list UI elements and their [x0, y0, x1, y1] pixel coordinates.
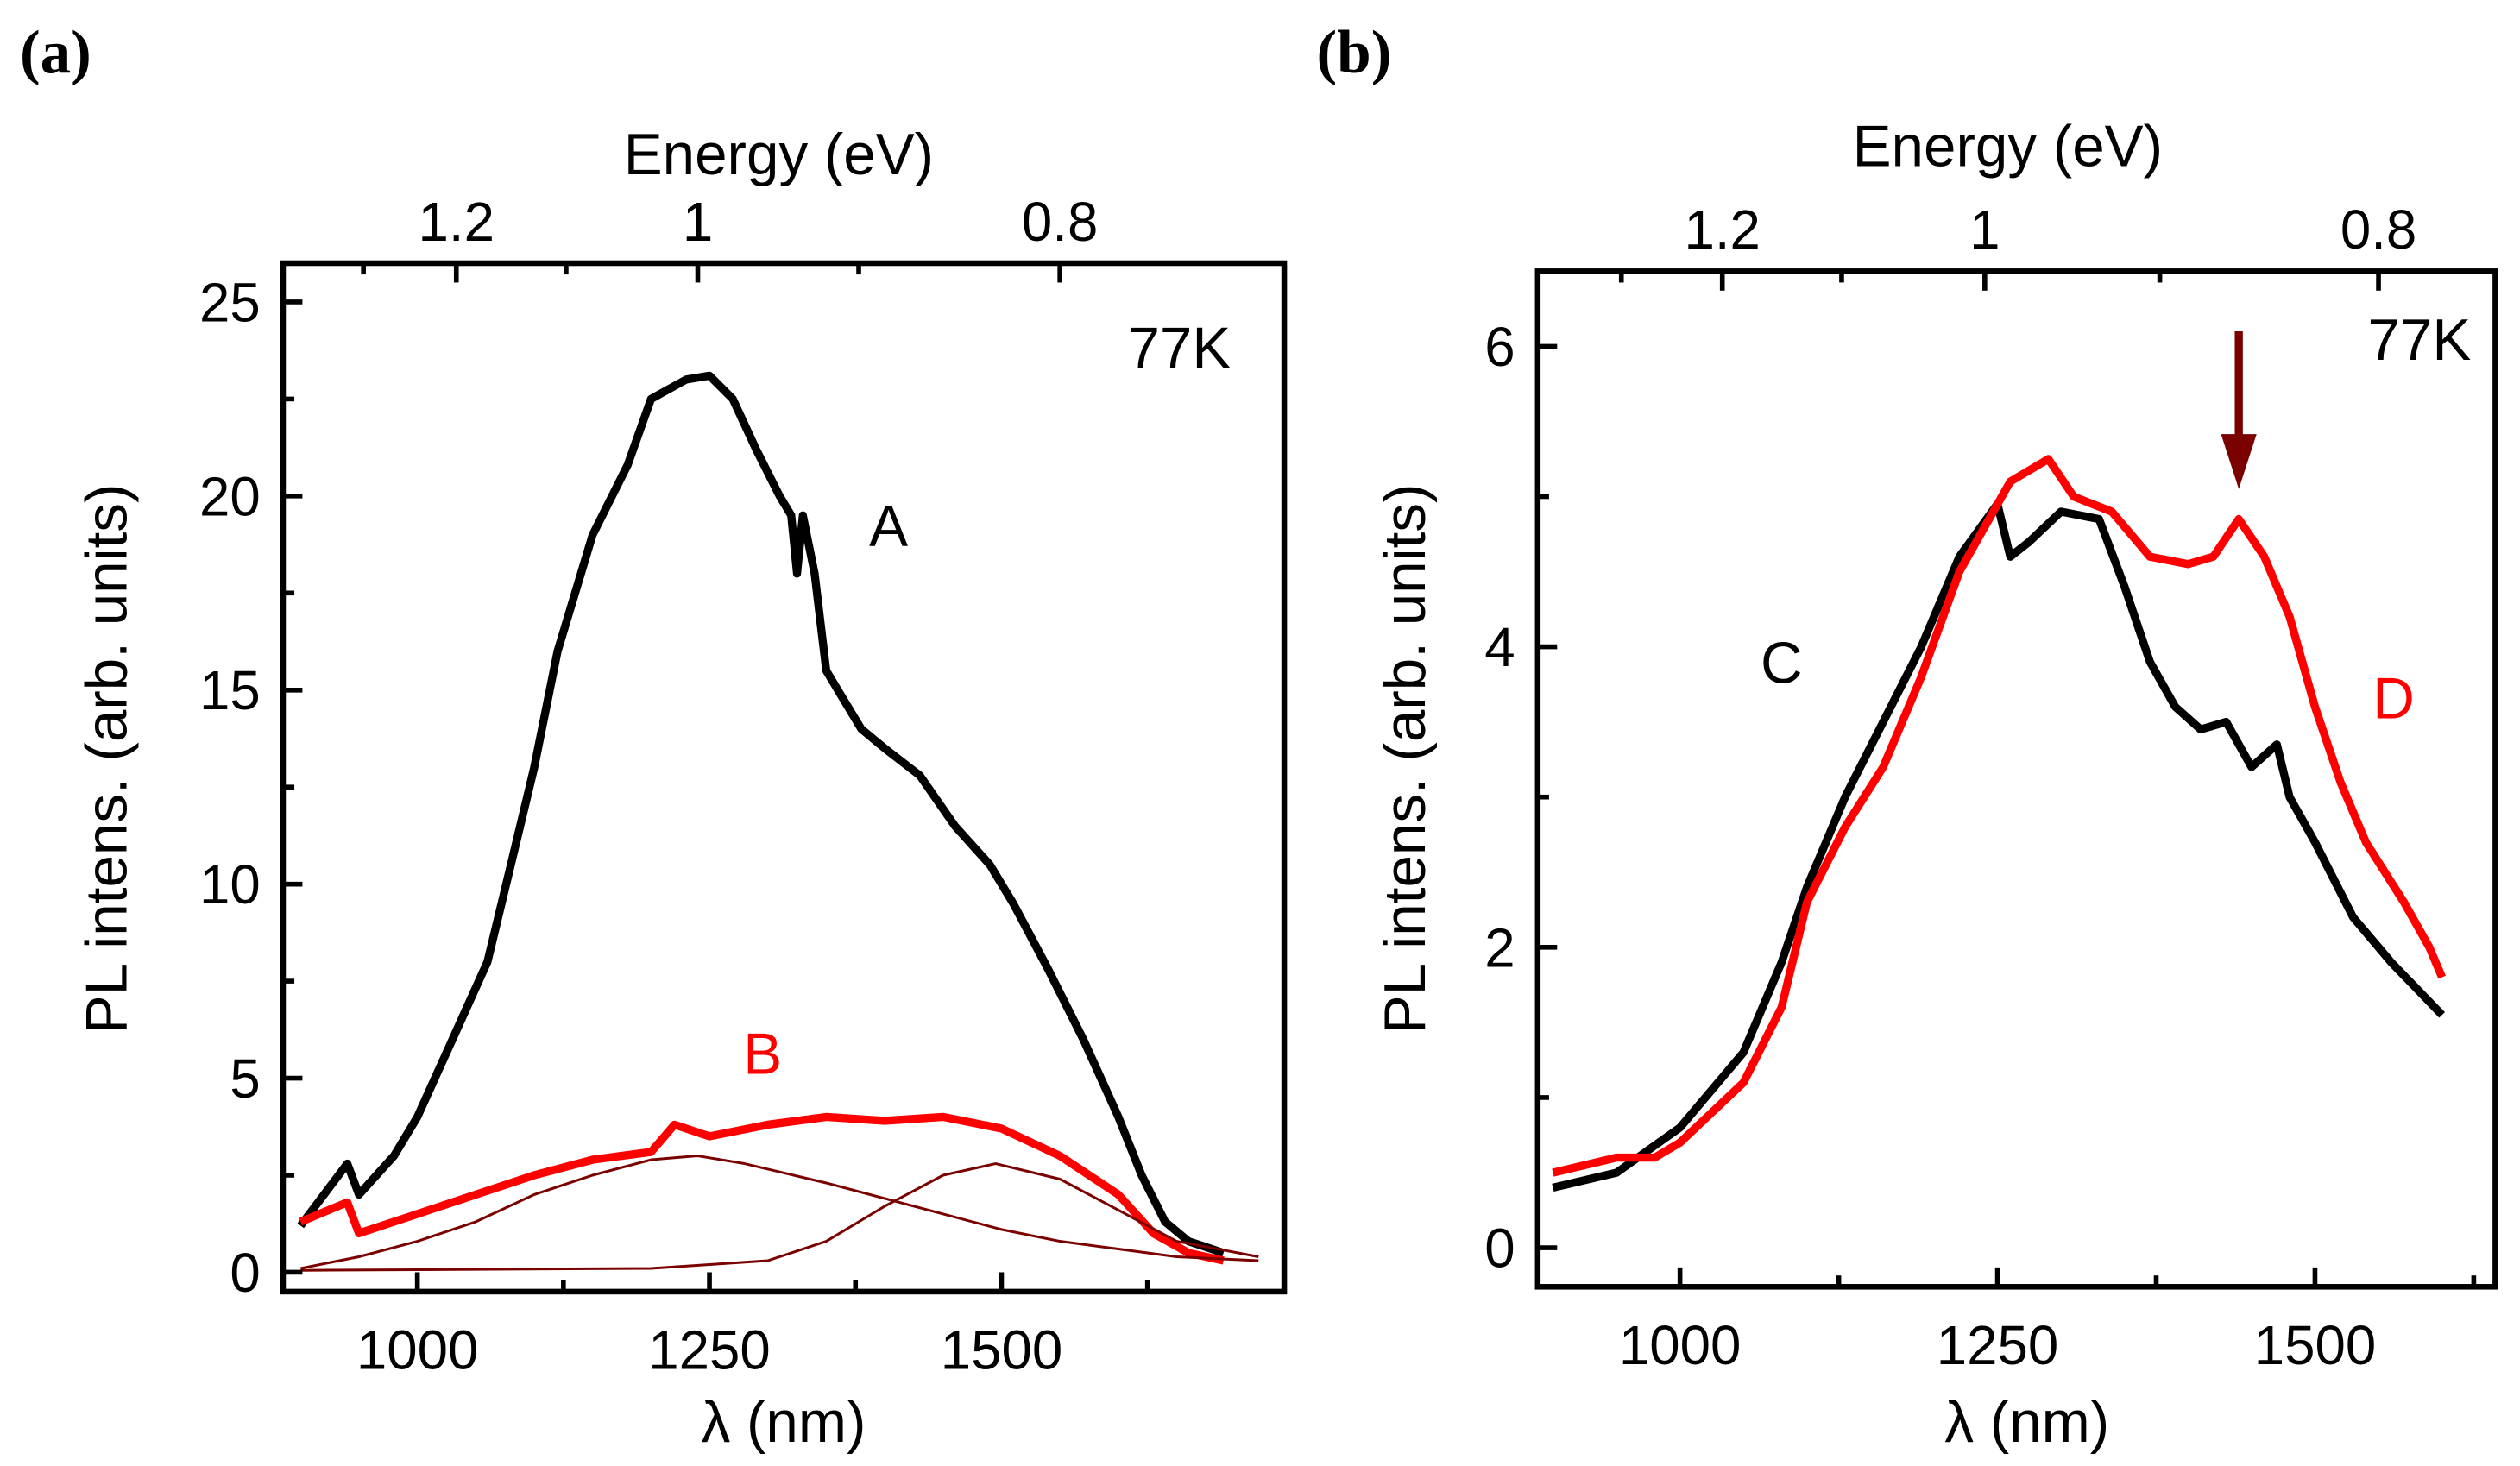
y-tick-label: 0	[1484, 1217, 1515, 1279]
top-tick-label: 0.8	[2340, 199, 2416, 261]
y-tick-label: 2	[1484, 917, 1515, 978]
panel-label-a: (a)	[20, 19, 91, 86]
x-tick-label: 1500	[941, 1320, 1063, 1381]
y-tick-label: 6	[1484, 317, 1515, 378]
temperature-annotation-b: 77K	[2367, 308, 2471, 373]
series-line-C	[1552, 500, 2446, 1192]
plot-frame	[1534, 268, 2498, 1290]
x-tick-label: 1250	[1937, 1315, 2059, 1376]
temperature-annotation-a: 77K	[1127, 317, 1231, 381]
top-tick-label: 0.8	[1022, 192, 1098, 253]
y-axis-title-b: PL intens. (arb. units)	[1373, 484, 1438, 1035]
fit-curve-2	[300, 1155, 1259, 1270]
y-axis-title-a: PL intens. (arb. units)	[74, 484, 139, 1035]
y-tick-label: 5	[230, 1048, 260, 1110]
x-axis-title-b: λ (nm)	[1944, 1390, 2109, 1455]
plot-area	[297, 371, 1259, 1272]
series-label-D: D	[2372, 667, 2415, 732]
top-tick-label: 1.2	[419, 192, 495, 253]
arrow-head	[2221, 434, 2257, 489]
y-tick-label: 15	[199, 660, 261, 721]
series-label-C: C	[1761, 631, 1803, 695]
panel-a: (a) Energy (eV) λ (nm) PL intens. (arb. …	[20, 19, 1288, 1455]
x-tick-label: 1000	[356, 1320, 479, 1381]
series-line-B	[299, 1112, 1225, 1265]
top-tick-label: 1.2	[1684, 199, 1760, 261]
series-line-D	[1552, 455, 2446, 1177]
panel-label-b: (b)	[1316, 19, 1391, 86]
y-tick-label: 0	[230, 1243, 260, 1304]
x-axis-title-a: λ (nm)	[702, 1390, 866, 1455]
arrow-annotation	[2221, 330, 2257, 489]
panel-b: (b) Energy (eV) λ (nm) PL intens. (arb. …	[1316, 19, 2498, 1455]
fit-curve-3	[300, 1162, 1259, 1272]
top-axis-title-b: Energy (eV)	[1853, 115, 2163, 179]
x-tick-label: 1000	[1619, 1315, 1742, 1376]
top-tick-label: 1	[683, 192, 713, 253]
series-line-A	[297, 371, 1225, 1257]
plot-area	[1552, 330, 2446, 1192]
y-tick-label: 20	[199, 466, 261, 527]
y-tick-label: 4	[1484, 617, 1515, 678]
plot-frame	[280, 260, 1288, 1295]
y-tick-label: 10	[199, 854, 261, 915]
series-label-A: A	[869, 494, 908, 558]
series-label-B: B	[743, 1022, 782, 1086]
y-tick-label: 25	[199, 272, 261, 333]
x-tick-label: 1500	[2254, 1315, 2377, 1376]
x-tick-label: 1250	[648, 1320, 771, 1381]
top-axis-title-a: Energy (eV)	[624, 123, 934, 187]
top-tick-label: 1	[1969, 199, 2000, 261]
